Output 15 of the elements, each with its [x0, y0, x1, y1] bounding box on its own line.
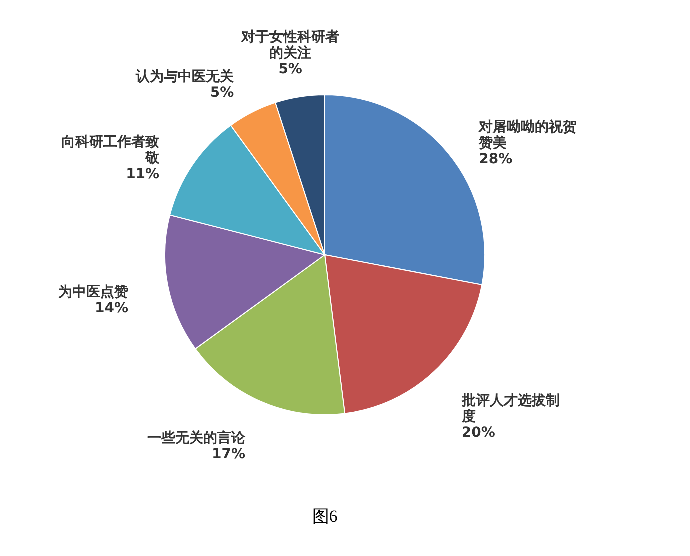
data-label: 17% [212, 446, 246, 463]
data-label: 20% [462, 424, 496, 441]
slice-label: 一些无关的言论 [148, 430, 247, 447]
slice-label: 对屠呦呦的祝贺赞美 [478, 118, 578, 152]
slice-label: 认为与中医无关 [135, 68, 234, 85]
data-label: 11% [126, 166, 160, 183]
data-label: 5% [210, 84, 234, 101]
slice-label: 向科研工作者致敬 [62, 134, 161, 167]
slice-label: 为中医点赞 [58, 284, 129, 300]
slice-label: 对于女性科研者的关注 [240, 30, 340, 62]
data-label: 14% [95, 300, 129, 316]
slice-label: 批评人才选拔制度 [460, 392, 560, 425]
data-label: 28% [479, 152, 513, 168]
data-label: 5% [278, 62, 302, 78]
caption: 图6 [312, 507, 338, 526]
